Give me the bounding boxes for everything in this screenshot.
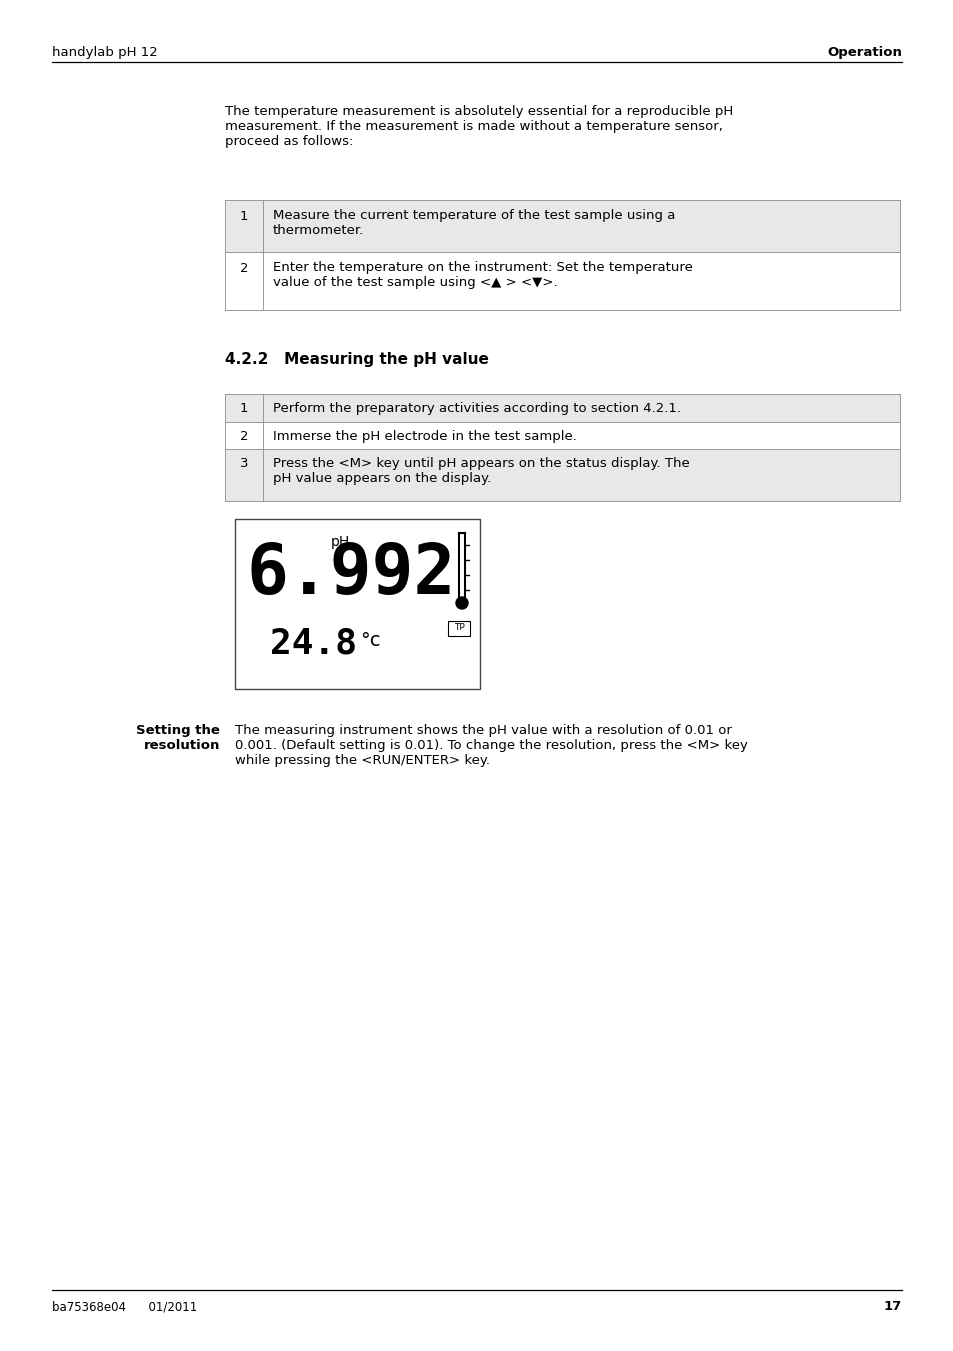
Bar bbox=[234, 519, 479, 689]
Text: 24.8: 24.8 bbox=[270, 627, 356, 661]
Text: Enter the temperature on the instrument: Set the temperature
value of the test s: Enter the temperature on the instrument:… bbox=[273, 261, 692, 289]
Text: handylab pH 12: handylab pH 12 bbox=[52, 46, 157, 59]
Bar bbox=[448, 621, 470, 636]
Bar bbox=[225, 200, 899, 253]
Text: 1: 1 bbox=[239, 403, 248, 415]
Text: The temperature measurement is absolutely essential for a reproducible pH
measur: The temperature measurement is absolutel… bbox=[225, 105, 733, 149]
Text: Immerse the pH electrode in the test sample.: Immerse the pH electrode in the test sam… bbox=[273, 430, 577, 443]
Text: pH: pH bbox=[331, 535, 350, 549]
Text: 2: 2 bbox=[239, 430, 248, 443]
Text: 2: 2 bbox=[239, 262, 248, 276]
Text: 17: 17 bbox=[882, 1300, 901, 1313]
Circle shape bbox=[456, 597, 468, 609]
Text: °c: °c bbox=[359, 631, 380, 650]
Text: Measure the current temperature of the test sample using a
thermometer.: Measure the current temperature of the t… bbox=[273, 209, 675, 236]
Text: The measuring instrument shows the pH value with a resolution of 0.01 or
0.001. : The measuring instrument shows the pH va… bbox=[234, 724, 747, 767]
Text: ba75368e04      01/2011: ba75368e04 01/2011 bbox=[52, 1300, 197, 1313]
Text: 1: 1 bbox=[239, 209, 248, 223]
Bar bbox=[225, 394, 899, 422]
Bar bbox=[225, 422, 899, 449]
Text: 3: 3 bbox=[239, 457, 248, 470]
Bar bbox=[225, 449, 899, 501]
Text: 4.2.2   Measuring the pH value: 4.2.2 Measuring the pH value bbox=[225, 353, 488, 367]
Text: TP: TP bbox=[453, 623, 464, 632]
Text: Setting the
resolution: Setting the resolution bbox=[136, 724, 220, 753]
Text: Perform the preparatory activities according to section 4.2.1.: Perform the preparatory activities accor… bbox=[273, 403, 680, 415]
Text: 6.992: 6.992 bbox=[247, 540, 456, 608]
Bar bbox=[225, 253, 899, 309]
Text: Operation: Operation bbox=[826, 46, 901, 59]
Text: Press the <M> key until pH appears on the status display. The
pH value appears o: Press the <M> key until pH appears on th… bbox=[273, 457, 689, 485]
